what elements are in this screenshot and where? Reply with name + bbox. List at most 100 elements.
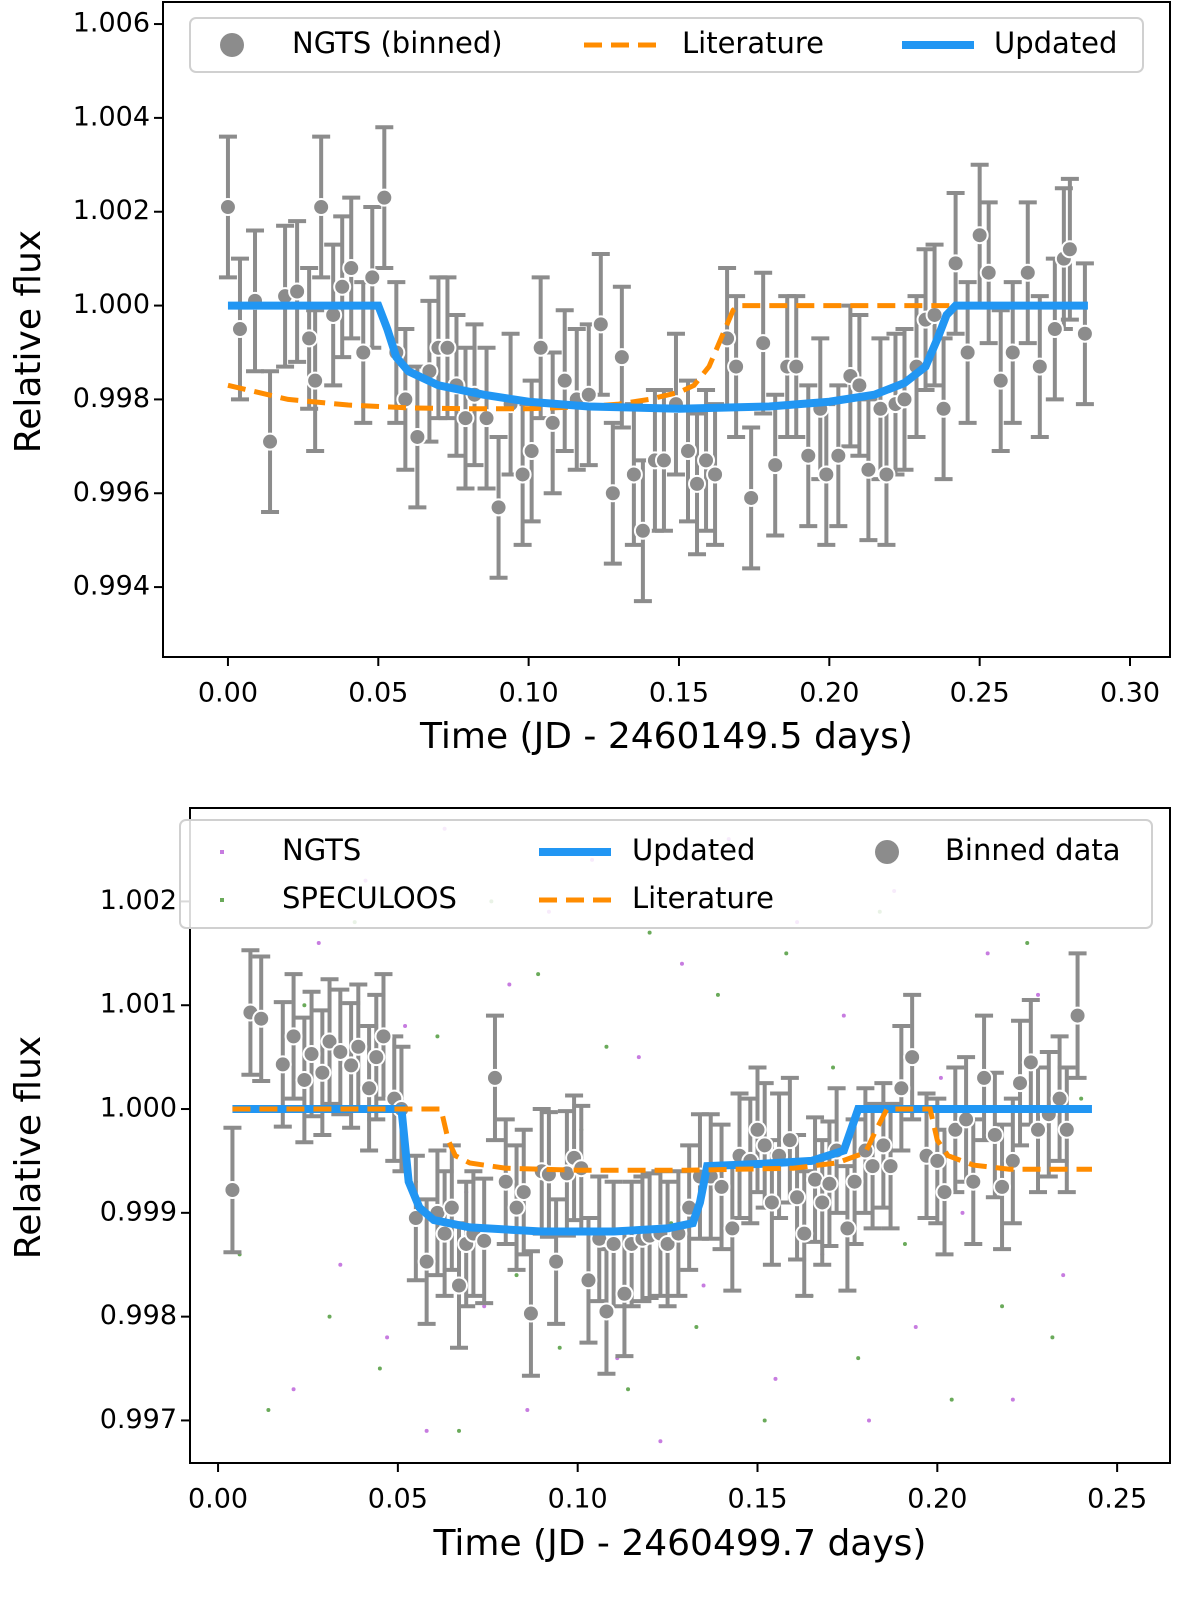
data-point <box>706 465 725 484</box>
data-point <box>748 1120 767 1139</box>
y-tick-label: 1.006 <box>73 8 150 39</box>
data-point <box>266 1408 271 1413</box>
data-point <box>820 1174 839 1193</box>
data-point <box>417 1252 436 1271</box>
data-point <box>1030 357 1049 376</box>
data-point <box>591 315 610 334</box>
model-line <box>227 303 950 412</box>
x-tick-label: 0.10 <box>548 1484 608 1515</box>
legend: NGTS (binned) Literature Updated <box>189 17 1144 73</box>
data-point <box>913 1325 918 1330</box>
data-point <box>284 1027 303 1046</box>
data-point <box>795 1224 814 1243</box>
data-point <box>363 268 382 287</box>
data-point <box>295 1070 314 1089</box>
data-point <box>985 951 990 956</box>
data-point <box>489 498 508 517</box>
legend-label: NGTS (binned) <box>292 26 503 60</box>
data-point <box>1036 992 1041 997</box>
data-point <box>866 1418 871 1423</box>
data-point <box>507 982 512 987</box>
data-point <box>475 1231 494 1250</box>
data-point <box>881 1157 900 1176</box>
data-point <box>374 1027 393 1046</box>
legend-label: Literature <box>682 26 824 60</box>
data-point <box>223 1180 242 1199</box>
data-point <box>701 1283 706 1288</box>
y-tick-label: 0.996 <box>73 477 150 508</box>
data-point <box>636 1055 641 1060</box>
y-tick-label: 1.000 <box>100 1093 177 1124</box>
data-point <box>579 385 598 404</box>
x-tick-label: 0.25 <box>1087 1484 1147 1515</box>
data-point <box>1050 1089 1069 1108</box>
legend-label: SPECULOOS <box>282 881 457 915</box>
y-tick-label: 1.004 <box>73 101 150 132</box>
data-point <box>313 1063 332 1082</box>
data-point <box>312 198 331 217</box>
data-point <box>1025 940 1030 945</box>
data-point <box>970 226 989 245</box>
x-tick-label: 0.15 <box>727 1484 787 1515</box>
data-point <box>712 1177 731 1196</box>
legend: NGTS SPECULOOS Updated Literature Binned dat… <box>179 819 1153 929</box>
data-point <box>679 961 684 966</box>
data-point <box>306 371 325 390</box>
data-point <box>604 1044 609 1049</box>
data-point <box>817 465 836 484</box>
data-point <box>438 338 457 357</box>
data-point <box>604 1234 623 1253</box>
data-point <box>784 951 789 956</box>
data-point <box>762 1193 781 1212</box>
data-point <box>1057 1120 1076 1139</box>
data-point <box>338 1262 343 1267</box>
data-point <box>766 456 785 475</box>
data-point <box>543 413 562 432</box>
data-point <box>697 451 716 470</box>
data-point <box>477 409 496 428</box>
data-point <box>958 343 977 362</box>
data-point <box>408 427 427 446</box>
legend-label: Updated <box>632 833 755 867</box>
data-point <box>1000 1304 1005 1309</box>
data-point <box>514 1183 533 1202</box>
data-point <box>327 1314 332 1319</box>
data-point <box>946 254 965 273</box>
data-point <box>658 1439 663 1444</box>
data-point <box>957 1110 976 1129</box>
data-point <box>316 940 321 945</box>
data-point <box>678 442 697 461</box>
data-point <box>633 521 652 540</box>
x-tick-label: 0.10 <box>499 678 559 709</box>
data-point <box>450 1276 469 1295</box>
y-tick-label: 1.002 <box>100 885 177 916</box>
data-point <box>547 1252 566 1271</box>
data-point <box>291 1387 296 1392</box>
data-point <box>333 277 352 296</box>
model-line <box>227 301 1088 413</box>
data-point <box>482 1304 487 1309</box>
data-point <box>521 1304 540 1323</box>
data-point <box>597 1302 616 1321</box>
data-point <box>799 446 818 465</box>
model-line <box>232 1106 1092 1173</box>
data-point <box>845 1172 864 1191</box>
y-tick-label: 0.997 <box>100 1404 177 1435</box>
data-point <box>895 390 914 409</box>
data-point <box>727 357 746 376</box>
data-point <box>252 1009 271 1028</box>
data-point <box>928 1151 947 1170</box>
x-axis-label: Time (JD - 2460149.5 days) <box>419 716 913 757</box>
data-point <box>507 1198 526 1217</box>
data-point <box>1010 1397 1015 1402</box>
y-tick-label: 0.999 <box>100 1196 177 1227</box>
data-point <box>456 409 475 428</box>
y-tick-label: 0.994 <box>73 571 150 602</box>
data-point <box>555 371 574 390</box>
data-point <box>435 1034 440 1039</box>
legend-marker <box>220 33 244 57</box>
legend-label: Literature <box>632 881 774 915</box>
data-point <box>985 1125 1004 1144</box>
data-point <box>975 1068 994 1087</box>
x-tick-label: 0.05 <box>368 1484 428 1515</box>
